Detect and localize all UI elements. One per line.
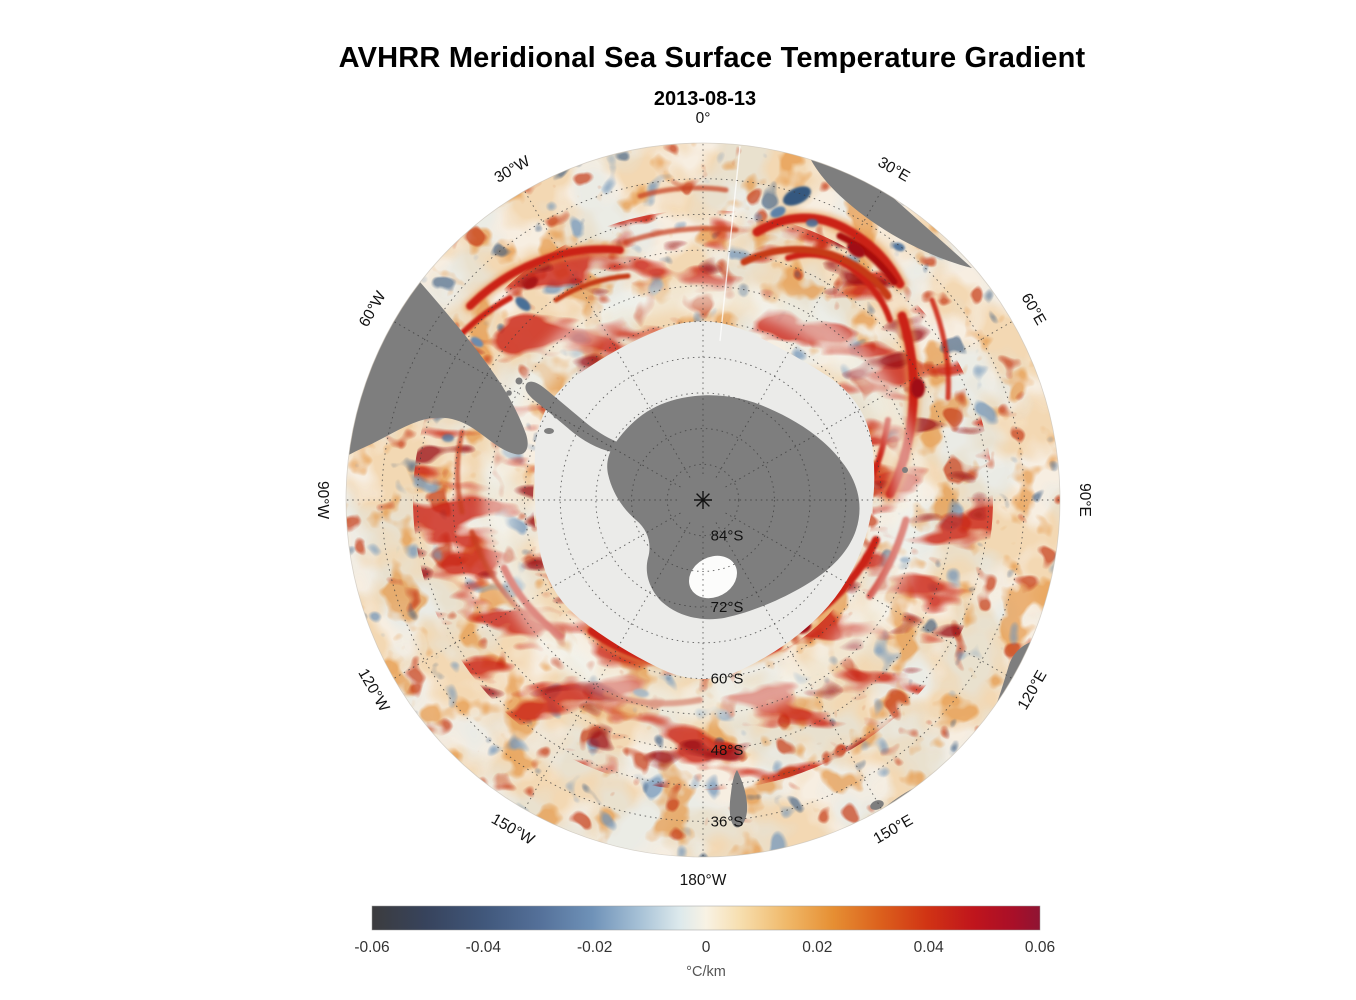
graticule-meridian [725,321,1013,488]
graticule-meridian [393,321,681,488]
south-pole-marker [694,491,712,509]
graticule-parallel [595,392,811,608]
longitude-label: 120°W [354,666,392,715]
peninsula-islet [506,390,512,396]
colorbar-ticks: -0.06 -0.04 -0.02 0 0.02 0.04 0.06 [354,939,1055,956]
kerguelen-island [902,467,908,473]
longitude-label: 60°W [356,288,390,330]
graticule-parallel [666,463,740,537]
graticule-meridian [725,512,1013,679]
graticule-parallel [416,213,990,787]
longitude-label: 30°E [875,154,913,186]
colorbar-tick-label: 0.06 [1025,939,1055,956]
colorbar-tick-label: 0 [702,939,711,956]
graticule-meridian [524,522,691,810]
longitude-label: 90°W [314,481,331,519]
latitude-label: 84°S [711,528,744,545]
colorbar-tick-label: 0.02 [802,939,832,956]
graticule [346,143,1060,857]
figure-date-subtitle: 2013-08-13 [653,88,757,110]
longitude-label: 180°W [680,872,727,889]
prime-meridian-seam [719,145,741,342]
ross-ice-shelf [689,555,737,599]
graticule-meridian [524,190,691,478]
colorbar-group: -0.06 -0.04 -0.02 0 0.02 0.04 0.06 °C/km [354,905,1055,980]
map-boundary [345,142,1061,858]
longitude-label: 0° [696,110,711,127]
peninsula-islet [515,377,523,385]
figure-title: AVHRR Meridional Sea Surface Temperature… [338,42,1086,74]
graticule-parallel [381,178,1025,822]
antarctica-landmass [607,395,860,620]
latitude-label: 48°S [711,742,744,759]
latitude-label: 72°S [711,599,744,616]
ice-edge-halo [482,279,924,721]
peninsula-islet [553,413,559,419]
colorbar-unit-label: °C/km [686,964,726,980]
longitude-label: 90°E [1076,483,1093,517]
longitude-label: 30°W [492,153,534,187]
colorbar-tick-label: -0.06 [354,939,389,956]
map-disc [346,143,1060,857]
graticule-meridian [715,190,882,478]
graticule-meridian [393,512,681,679]
latitude-label: 60°S [711,671,744,688]
antarctic-peninsula [525,381,623,454]
colorbar-tick-label: 0.04 [914,939,945,956]
graticule-parallel [488,285,918,715]
falkland-islands [544,428,554,434]
colorbar-tick-label: -0.02 [577,939,612,956]
graticule-parallel [631,428,775,572]
longitude-label: 60°E [1018,290,1050,328]
graticule-meridian [715,522,882,810]
new-zealand-islands [729,770,748,828]
colorbar [371,905,1041,931]
latitude-label: 36°S [711,813,744,830]
longitude-label: 150°W [488,811,537,849]
latitude-labels: 84°S 72°S 60°S 48°S 36°S [711,528,744,831]
longitude-label: 120°E [1015,668,1051,713]
colorbar-tick-label: -0.04 [466,939,502,956]
graticule-parallel [524,321,882,679]
longitude-label: 150°E [871,812,916,848]
